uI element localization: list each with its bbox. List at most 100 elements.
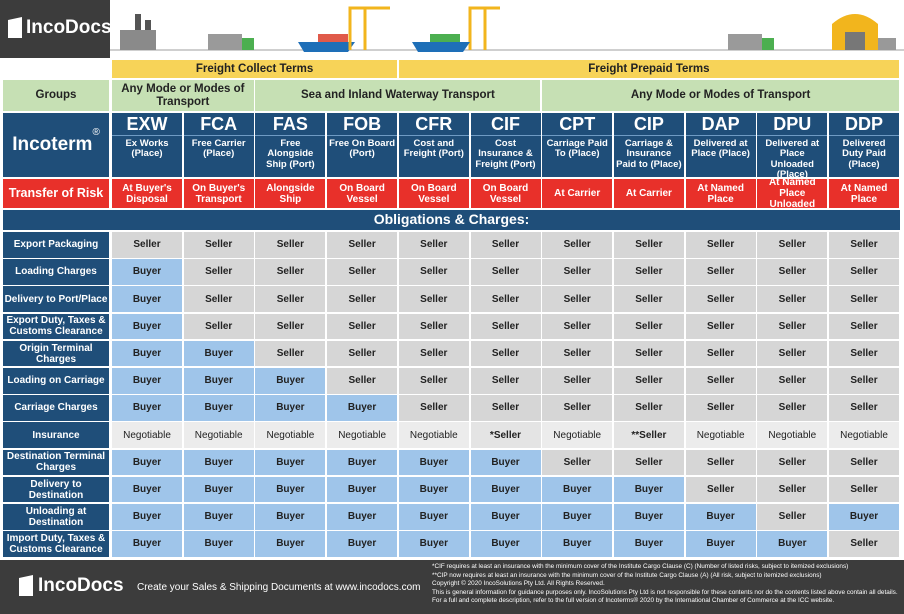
obligation-cell: Buyer — [112, 531, 182, 557]
obligation-cell: Seller — [398, 286, 469, 312]
risk-cell: On Board Vessel — [327, 179, 398, 208]
group-header: Any Mode or Modes of Transport — [542, 80, 899, 111]
incoterm-cell: DPU Delivered at Place Unloaded (Place) — [757, 113, 828, 180]
incoterm-code: DDP — [829, 114, 899, 136]
incoterm-name: Cost Insurance & Freight (Port) — [475, 138, 536, 170]
obligation-cell: Buyer — [327, 531, 398, 557]
obligation-cell: Buyer — [112, 476, 182, 503]
obligation-cell: Seller — [685, 395, 756, 421]
obligation-cell: Buyer — [183, 504, 254, 530]
obligation-cell: Seller — [829, 313, 899, 340]
obligation-cell: Seller — [757, 395, 828, 421]
terms-header: Freight Collect Terms — [112, 60, 398, 78]
obligation-cell: Negotiable — [327, 422, 398, 448]
footer-logo-icon — [19, 575, 33, 596]
registered-mark: ® — [92, 127, 100, 138]
obligation-cell: Buyer — [829, 504, 899, 530]
obligation-cell: Seller — [829, 286, 899, 312]
incoterm-cell: DAP Delivered at Place (Place) — [685, 113, 756, 177]
incoterm-name: Delivered at Place (Place) — [691, 138, 750, 160]
obligation-cell: Seller — [613, 395, 684, 421]
obligation-cell: Seller — [398, 313, 469, 340]
obligation-cell: **Seller — [613, 422, 684, 448]
obligation-cell: Buyer — [327, 395, 398, 421]
obligation-cell: Seller — [327, 368, 398, 394]
obligation-cell: Seller — [829, 259, 899, 285]
obligation-cell: Seller — [183, 232, 254, 258]
obligation-cell: Buyer — [255, 504, 326, 530]
obligation-cell: Negotiable — [757, 422, 828, 448]
incoterm-code: CFR — [398, 114, 469, 136]
obligation-cell: Seller — [542, 286, 613, 312]
obligation-cell: Seller — [757, 449, 828, 476]
obligation-cell: Buyer — [112, 449, 182, 476]
row-label: Loading on Carriage — [3, 368, 109, 394]
obligation-cell: Buyer — [470, 504, 541, 530]
obligation-cell: Seller — [470, 259, 541, 285]
obligation-cell: Buyer — [542, 531, 613, 557]
obligation-cell: Seller — [757, 476, 828, 503]
incoterm-code: FOB — [327, 114, 398, 136]
obligation-cell: Buyer — [255, 476, 326, 503]
obligation-cell: Seller — [183, 313, 254, 340]
logo: IncoDocs — [26, 16, 112, 38]
obligation-cell: Seller — [685, 476, 756, 503]
incoterm-code: FAS — [255, 114, 326, 136]
obligation-cell: Seller — [470, 368, 541, 394]
obligation-cell: Seller — [685, 449, 756, 476]
obligation-cell: Buyer — [255, 368, 326, 394]
incoterm-name: Cost and Freight (Port) — [403, 138, 464, 160]
obligation-cell: Buyer — [542, 476, 613, 503]
obligation-cell: Buyer — [112, 368, 182, 394]
obligation-cell: Seller — [757, 504, 828, 530]
obligation-cell: Seller — [398, 340, 469, 367]
obligation-cell: Seller — [470, 232, 541, 258]
obligation-cell: Seller — [829, 340, 899, 367]
obligation-cell: Buyer — [112, 395, 182, 421]
footer-note: Copyright © 2020 IncoSolutions Pty Ltd. … — [432, 580, 605, 587]
obligation-cell: Buyer — [112, 313, 182, 340]
obligation-cell: Seller — [685, 259, 756, 285]
incoterm-code: CIF — [470, 114, 541, 136]
obligation-cell: Seller — [685, 368, 756, 394]
obligation-cell: Negotiable — [829, 422, 899, 448]
obligation-cell: Seller — [255, 286, 326, 312]
obligation-cell: Buyer — [255, 449, 326, 476]
footer-note: *CIF requires at least an insurance with… — [432, 563, 849, 570]
row-label: Carriage Charges — [3, 395, 109, 421]
row-label: Delivery to Destination — [3, 476, 109, 503]
obligation-cell: Seller — [470, 313, 541, 340]
row-label: Unloading at Destination — [3, 504, 109, 530]
group-header: Any Mode or Modes of Transport — [112, 80, 254, 111]
obligation-cell: Seller — [183, 259, 254, 285]
obligation-cell: Negotiable — [685, 422, 756, 448]
risk-cell: On Buyer's Transport — [183, 179, 254, 208]
obligation-cell: Seller — [613, 259, 684, 285]
row-label: Import Duty, Taxes & Customs Clearance — [3, 531, 109, 557]
obligation-cell: Buyer — [398, 449, 469, 476]
obligation-cell: Seller — [112, 232, 182, 258]
obligation-cell: Seller — [255, 259, 326, 285]
obligation-cell: Buyer — [255, 395, 326, 421]
incoterm-label: Incoterm ® — [3, 113, 109, 177]
obligation-cell: Seller — [542, 259, 613, 285]
obligation-cell: *Seller — [470, 422, 541, 448]
obligation-cell: Buyer — [470, 449, 541, 476]
obligation-cell: Buyer — [112, 286, 182, 312]
risk-cell: At Carrier — [542, 179, 613, 208]
incoterm-name: Delivered at Place Unloaded (Place) — [765, 137, 820, 181]
obligation-cell: Seller — [327, 286, 398, 312]
obligation-cell: Seller — [757, 313, 828, 340]
obligation-cell: Buyer — [398, 504, 469, 530]
obligation-cell: Seller — [613, 313, 684, 340]
obligation-cell: Buyer — [183, 395, 254, 421]
obligation-cell: Seller — [542, 368, 613, 394]
obligation-cell: Seller — [757, 340, 828, 367]
obligation-cell: Seller — [757, 259, 828, 285]
obligation-cell: Buyer — [685, 531, 756, 557]
incoterm-code: DAP — [685, 114, 756, 136]
obligation-cell: Seller — [542, 313, 613, 340]
incoterm-cell: CIP Carriage & Insurance Paid to (Place) — [613, 113, 684, 177]
obligation-cell: Seller — [757, 286, 828, 312]
